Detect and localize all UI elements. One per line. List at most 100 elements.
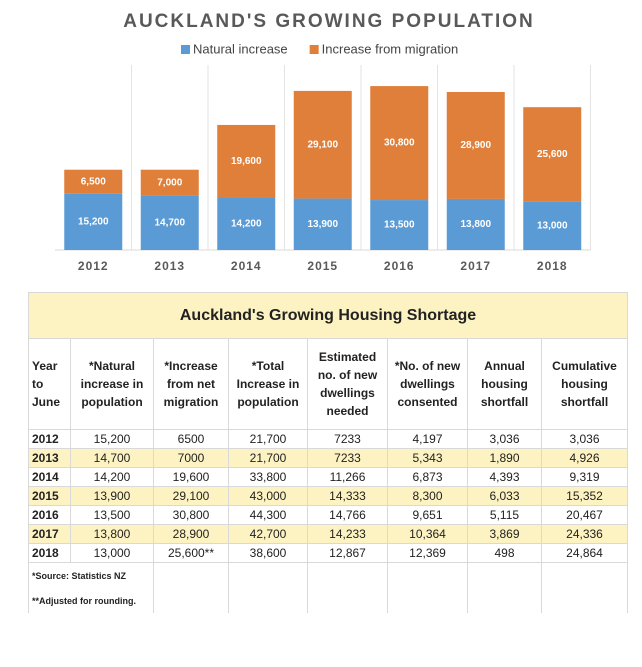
empty-cell xyxy=(228,588,308,613)
column-header: Year to June xyxy=(28,338,71,430)
x-tick-label: 2018 xyxy=(537,259,568,273)
data-label: 13,500 xyxy=(384,220,415,231)
x-tick-label: 2014 xyxy=(231,259,262,273)
table-cell: 44,300 xyxy=(228,505,308,525)
column-header: Estimated no. of new dwellings needed xyxy=(307,338,388,430)
table-cell: 14,333 xyxy=(307,486,388,506)
table-cell: 15,200 xyxy=(70,429,154,449)
table-cell: 7233 xyxy=(307,448,388,468)
table-cell: 21,700 xyxy=(228,448,308,468)
table-row: 2016 13,500 30,800 44,300 14,766 9,651 5,115 20… xyxy=(28,505,629,525)
table-cell: 33,800 xyxy=(228,467,308,487)
table-cell: 24,864 xyxy=(540,543,629,563)
footnote: *Source: Statistics NZ xyxy=(28,562,154,588)
bar-segment xyxy=(293,90,352,199)
table-cell: 20,467 xyxy=(540,505,629,525)
data-label: 19,600 xyxy=(231,156,262,167)
table-cell: 2013 xyxy=(28,448,71,468)
column-header: Cumulative housing shortfall xyxy=(540,338,629,430)
table-cell: 3,036 xyxy=(540,429,629,449)
column-header: Annual housing shortfall xyxy=(467,338,542,430)
table-cell: 2018 xyxy=(28,543,71,563)
empty-cell xyxy=(467,562,542,588)
x-tick-label: 2016 xyxy=(384,259,415,273)
data-label: 30,800 xyxy=(384,138,415,149)
x-tick-label: 2017 xyxy=(460,259,491,273)
table-cell: 9,651 xyxy=(387,505,468,525)
table-row: 2013 14,700 7000 21,700 7233 5,343 1,890 4,926 xyxy=(28,448,629,468)
bar-segment xyxy=(446,92,505,199)
chart: AUCKLAND'S GROWING POPULATION Natural in… xyxy=(55,11,591,273)
table-cell: 5,343 xyxy=(387,448,468,468)
table-cell: 43,000 xyxy=(228,486,308,506)
data-label: 29,100 xyxy=(307,139,338,150)
chart-title: AUCKLAND'S GROWING POPULATION xyxy=(123,11,535,32)
table-row: 2014 14,200 19,600 33,800 11,266 6,873 4,393 9,… xyxy=(28,467,629,487)
bar-segment xyxy=(140,169,199,196)
table-row: 2012 15,200 6500 21,700 7233 4,197 3,036 3,036 xyxy=(28,429,629,449)
empty-cell xyxy=(228,562,308,588)
table-cell: 28,900 xyxy=(153,524,229,544)
table-cell: 3,869 xyxy=(467,524,542,544)
table-cell: 14,766 xyxy=(307,505,388,525)
data-label: 28,900 xyxy=(460,140,491,151)
table-cell: 6,873 xyxy=(387,467,468,487)
table-cell: 15,352 xyxy=(540,486,629,506)
table-cell: 10,364 xyxy=(387,524,468,544)
table-cell: 21,700 xyxy=(228,429,308,449)
table-cell: 11,266 xyxy=(307,467,388,487)
data-label: 15,200 xyxy=(78,217,109,228)
footnote: **Adjusted for rounding. xyxy=(28,588,154,613)
table-cell: 4,197 xyxy=(387,429,468,449)
column-header: *Total Increase in population xyxy=(228,338,308,430)
note-row: *Source: Statistics NZ xyxy=(28,562,629,588)
table-cell: 13,900 xyxy=(70,486,154,506)
column-header: *No. of new dwellings consented xyxy=(387,338,468,430)
bar-segment xyxy=(217,124,276,198)
data-label: 6,500 xyxy=(81,176,106,187)
table-cell: 2012 xyxy=(28,429,71,449)
note-row: **Adjusted for rounding. xyxy=(28,588,629,613)
table-cell: 2014 xyxy=(28,467,71,487)
table-row: 2015 13,900 29,100 43,000 14,333 8,300 6,033 15… xyxy=(28,486,629,506)
bar-segment xyxy=(523,201,582,250)
table-cell: 9,319 xyxy=(540,467,629,487)
x-tick-label: 2012 xyxy=(78,259,109,273)
table-cell: 13,500 xyxy=(70,505,154,525)
legend-swatch xyxy=(181,45,190,54)
table-cell: 19,600 xyxy=(153,467,229,487)
header-row: Year to June *Natural increase in populat… xyxy=(28,338,629,430)
table-cell: 4,926 xyxy=(540,448,629,468)
table-cell: 2015 xyxy=(28,486,71,506)
table-cell: 498 xyxy=(467,543,542,563)
table-cell: 3,036 xyxy=(467,429,542,449)
bar-segment xyxy=(370,86,429,201)
empty-cell xyxy=(540,588,629,613)
table-cell: 6,033 xyxy=(467,486,542,506)
table-cell: 6500 xyxy=(153,429,229,449)
data-label: 14,200 xyxy=(231,218,262,229)
x-tick-label: 2013 xyxy=(154,259,185,273)
table-cell: 14,233 xyxy=(307,524,388,544)
data-label: 13,000 xyxy=(537,221,568,232)
empty-cell xyxy=(307,588,388,613)
table-row: 2018 13,000 25,600** 38,600 12,867 12,369 498 2… xyxy=(28,543,629,563)
table-title: Auckland's Growing Housing Shortage xyxy=(27,292,629,339)
table-cell: 2016 xyxy=(28,505,71,525)
table-cell: 13,800 xyxy=(70,524,154,544)
bar-segment xyxy=(217,197,276,250)
table-cell: 42,700 xyxy=(228,524,308,544)
data-label: 14,700 xyxy=(154,217,185,228)
empty-cell xyxy=(387,562,468,588)
table-cell: 12,369 xyxy=(387,543,468,563)
data-label: 13,900 xyxy=(307,219,338,230)
column-header: *Natural increase in population xyxy=(70,338,154,430)
empty-cell xyxy=(153,562,229,588)
empty-cell xyxy=(540,562,629,588)
table-row: 2017 13,800 28,900 42,700 14,233 10,364 3,869 2… xyxy=(28,524,629,544)
column-header: *Increase from net migration xyxy=(153,338,229,430)
bar-segment xyxy=(140,195,199,250)
legend-swatch xyxy=(309,45,319,54)
empty-cell xyxy=(153,588,229,613)
